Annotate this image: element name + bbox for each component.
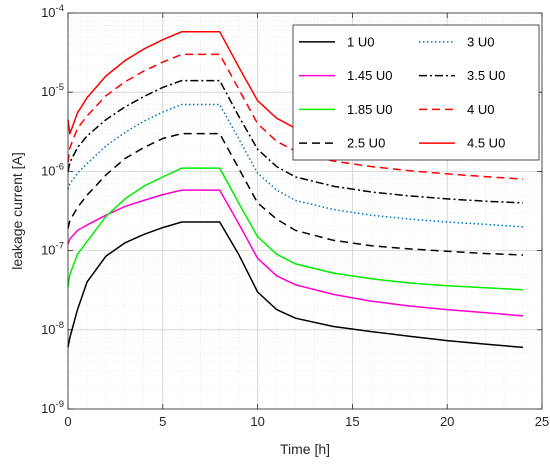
- x-tick-label: 15: [345, 414, 359, 429]
- legend: 1 U0 1.45 U0 1.85 U0 2.5 U0 3 U0 3.5 U0 4 U0 4.…: [292, 24, 540, 161]
- series-lines: [67, 30, 524, 349]
- legend-label: 1.85 U0: [347, 102, 393, 117]
- x-axis-tick-labels: 0 5 10 15 20 25: [64, 414, 549, 429]
- series-line: [67, 103, 524, 228]
- legend-label: 4.5 U0: [467, 136, 505, 151]
- series-line: [67, 221, 524, 349]
- x-tick-label: 10: [250, 414, 264, 429]
- legend-label: 1.45 U0: [347, 68, 393, 83]
- y-tick-label: 10-4: [41, 3, 64, 20]
- axis-ticks: [67, 12, 543, 410]
- y-tick-label: 10-5: [41, 82, 64, 99]
- x-axis-title: Time [h]: [280, 441, 330, 457]
- y-axis-tick-labels: 10-9 10-8 10-7 10-6 10-5 10-4: [41, 3, 64, 416]
- x-tick-label: 0: [64, 414, 71, 429]
- series-line: [67, 167, 524, 291]
- y-tick-label: 10-7: [41, 241, 64, 258]
- series-line: [67, 79, 524, 204]
- series-line: [67, 132, 524, 256]
- legend-label: 4 U0: [467, 102, 494, 117]
- series-line: [67, 189, 524, 317]
- y-tick-label: 10-8: [41, 320, 64, 337]
- y-tick-label: 10-9: [41, 399, 64, 416]
- legend-label: 1 U0: [347, 34, 374, 49]
- y-axis-title: leakage current [A]: [9, 152, 25, 270]
- series-line: [67, 53, 524, 180]
- legend-label: 3 U0: [467, 34, 494, 49]
- x-tick-label: 25: [535, 414, 549, 429]
- legend-box: [292, 24, 540, 161]
- x-tick-label: 5: [159, 414, 166, 429]
- y-tick-label: 10-6: [41, 161, 64, 178]
- plot-frame: [67, 12, 543, 410]
- legend-label: 2.5 U0: [347, 136, 385, 151]
- x-tick-label: 20: [440, 414, 454, 429]
- legend-label: 3.5 U0: [467, 68, 505, 83]
